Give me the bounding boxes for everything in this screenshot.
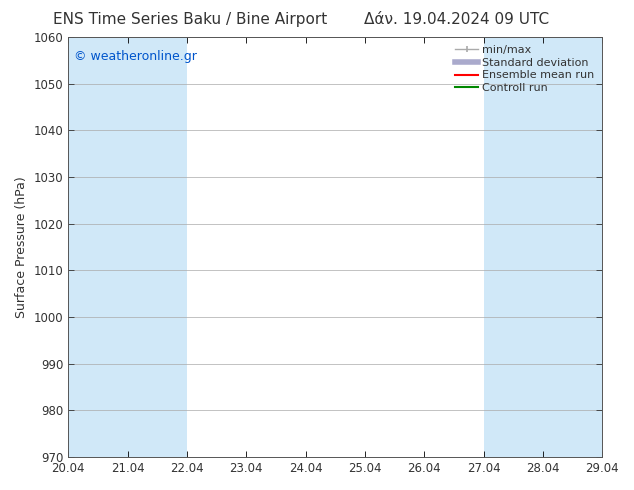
Text: ENS Time Series Baku / Bine Airport: ENS Time Series Baku / Bine Airport — [53, 12, 327, 27]
Bar — [127, 37, 187, 457]
Bar — [484, 37, 543, 457]
Bar — [602, 37, 632, 457]
Text: Δάν. 19.04.2024 09 UTC: Δάν. 19.04.2024 09 UTC — [364, 12, 549, 27]
Legend: min/max, Standard deviation, Ensemble mean run, Controll run: min/max, Standard deviation, Ensemble me… — [451, 41, 599, 98]
Y-axis label: Surface Pressure (hPa): Surface Pressure (hPa) — [15, 176, 28, 318]
Bar — [543, 37, 602, 457]
Bar — [68, 37, 127, 457]
Text: © weatheronline.gr: © weatheronline.gr — [74, 50, 197, 63]
